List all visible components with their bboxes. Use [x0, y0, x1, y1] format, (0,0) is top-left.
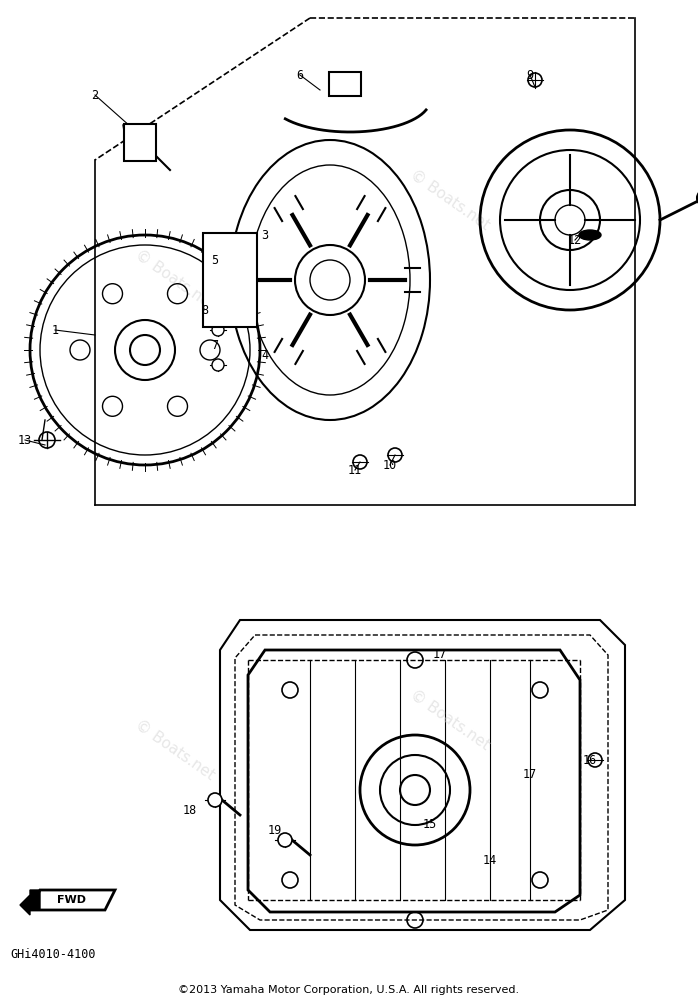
Text: 6: 6 — [297, 68, 304, 81]
Circle shape — [212, 359, 224, 371]
Text: 2: 2 — [91, 88, 98, 102]
Text: 18: 18 — [183, 804, 197, 816]
Text: 10: 10 — [383, 458, 397, 471]
Text: 4: 4 — [262, 349, 269, 362]
Text: © Boats.net: © Boats.net — [133, 247, 218, 313]
FancyBboxPatch shape — [203, 233, 257, 327]
Text: FWD: FWD — [57, 895, 87, 904]
Text: 16: 16 — [583, 754, 597, 767]
Text: 11: 11 — [348, 463, 362, 476]
Text: 15: 15 — [423, 818, 437, 831]
Ellipse shape — [579, 230, 601, 240]
Polygon shape — [20, 890, 40, 915]
Text: 7: 7 — [211, 339, 218, 352]
Text: © Boats.net: © Boats.net — [133, 718, 218, 783]
Circle shape — [212, 324, 224, 336]
Text: 3: 3 — [262, 228, 269, 241]
Text: 9: 9 — [526, 68, 533, 81]
Text: GHi4010-4100: GHi4010-4100 — [10, 949, 96, 962]
Text: 1: 1 — [52, 324, 59, 337]
Text: 12: 12 — [568, 233, 582, 246]
Text: ©2013 Yamaha Motor Corporation, U.S.A. All rights reserved.: ©2013 Yamaha Motor Corporation, U.S.A. A… — [179, 985, 519, 995]
Text: 17: 17 — [523, 769, 537, 782]
Text: 5: 5 — [211, 253, 218, 266]
Circle shape — [697, 190, 698, 206]
Circle shape — [208, 793, 222, 807]
Text: 14: 14 — [483, 853, 497, 866]
Circle shape — [278, 833, 292, 847]
Text: 13: 13 — [18, 433, 32, 446]
FancyBboxPatch shape — [124, 124, 156, 161]
FancyBboxPatch shape — [329, 72, 361, 96]
Text: 8: 8 — [202, 304, 209, 317]
Polygon shape — [30, 890, 115, 910]
Text: 19: 19 — [268, 823, 282, 836]
Text: © Boats.net: © Boats.net — [408, 167, 493, 233]
Text: © Boats.net: © Boats.net — [408, 687, 493, 753]
Text: 17: 17 — [433, 648, 447, 661]
